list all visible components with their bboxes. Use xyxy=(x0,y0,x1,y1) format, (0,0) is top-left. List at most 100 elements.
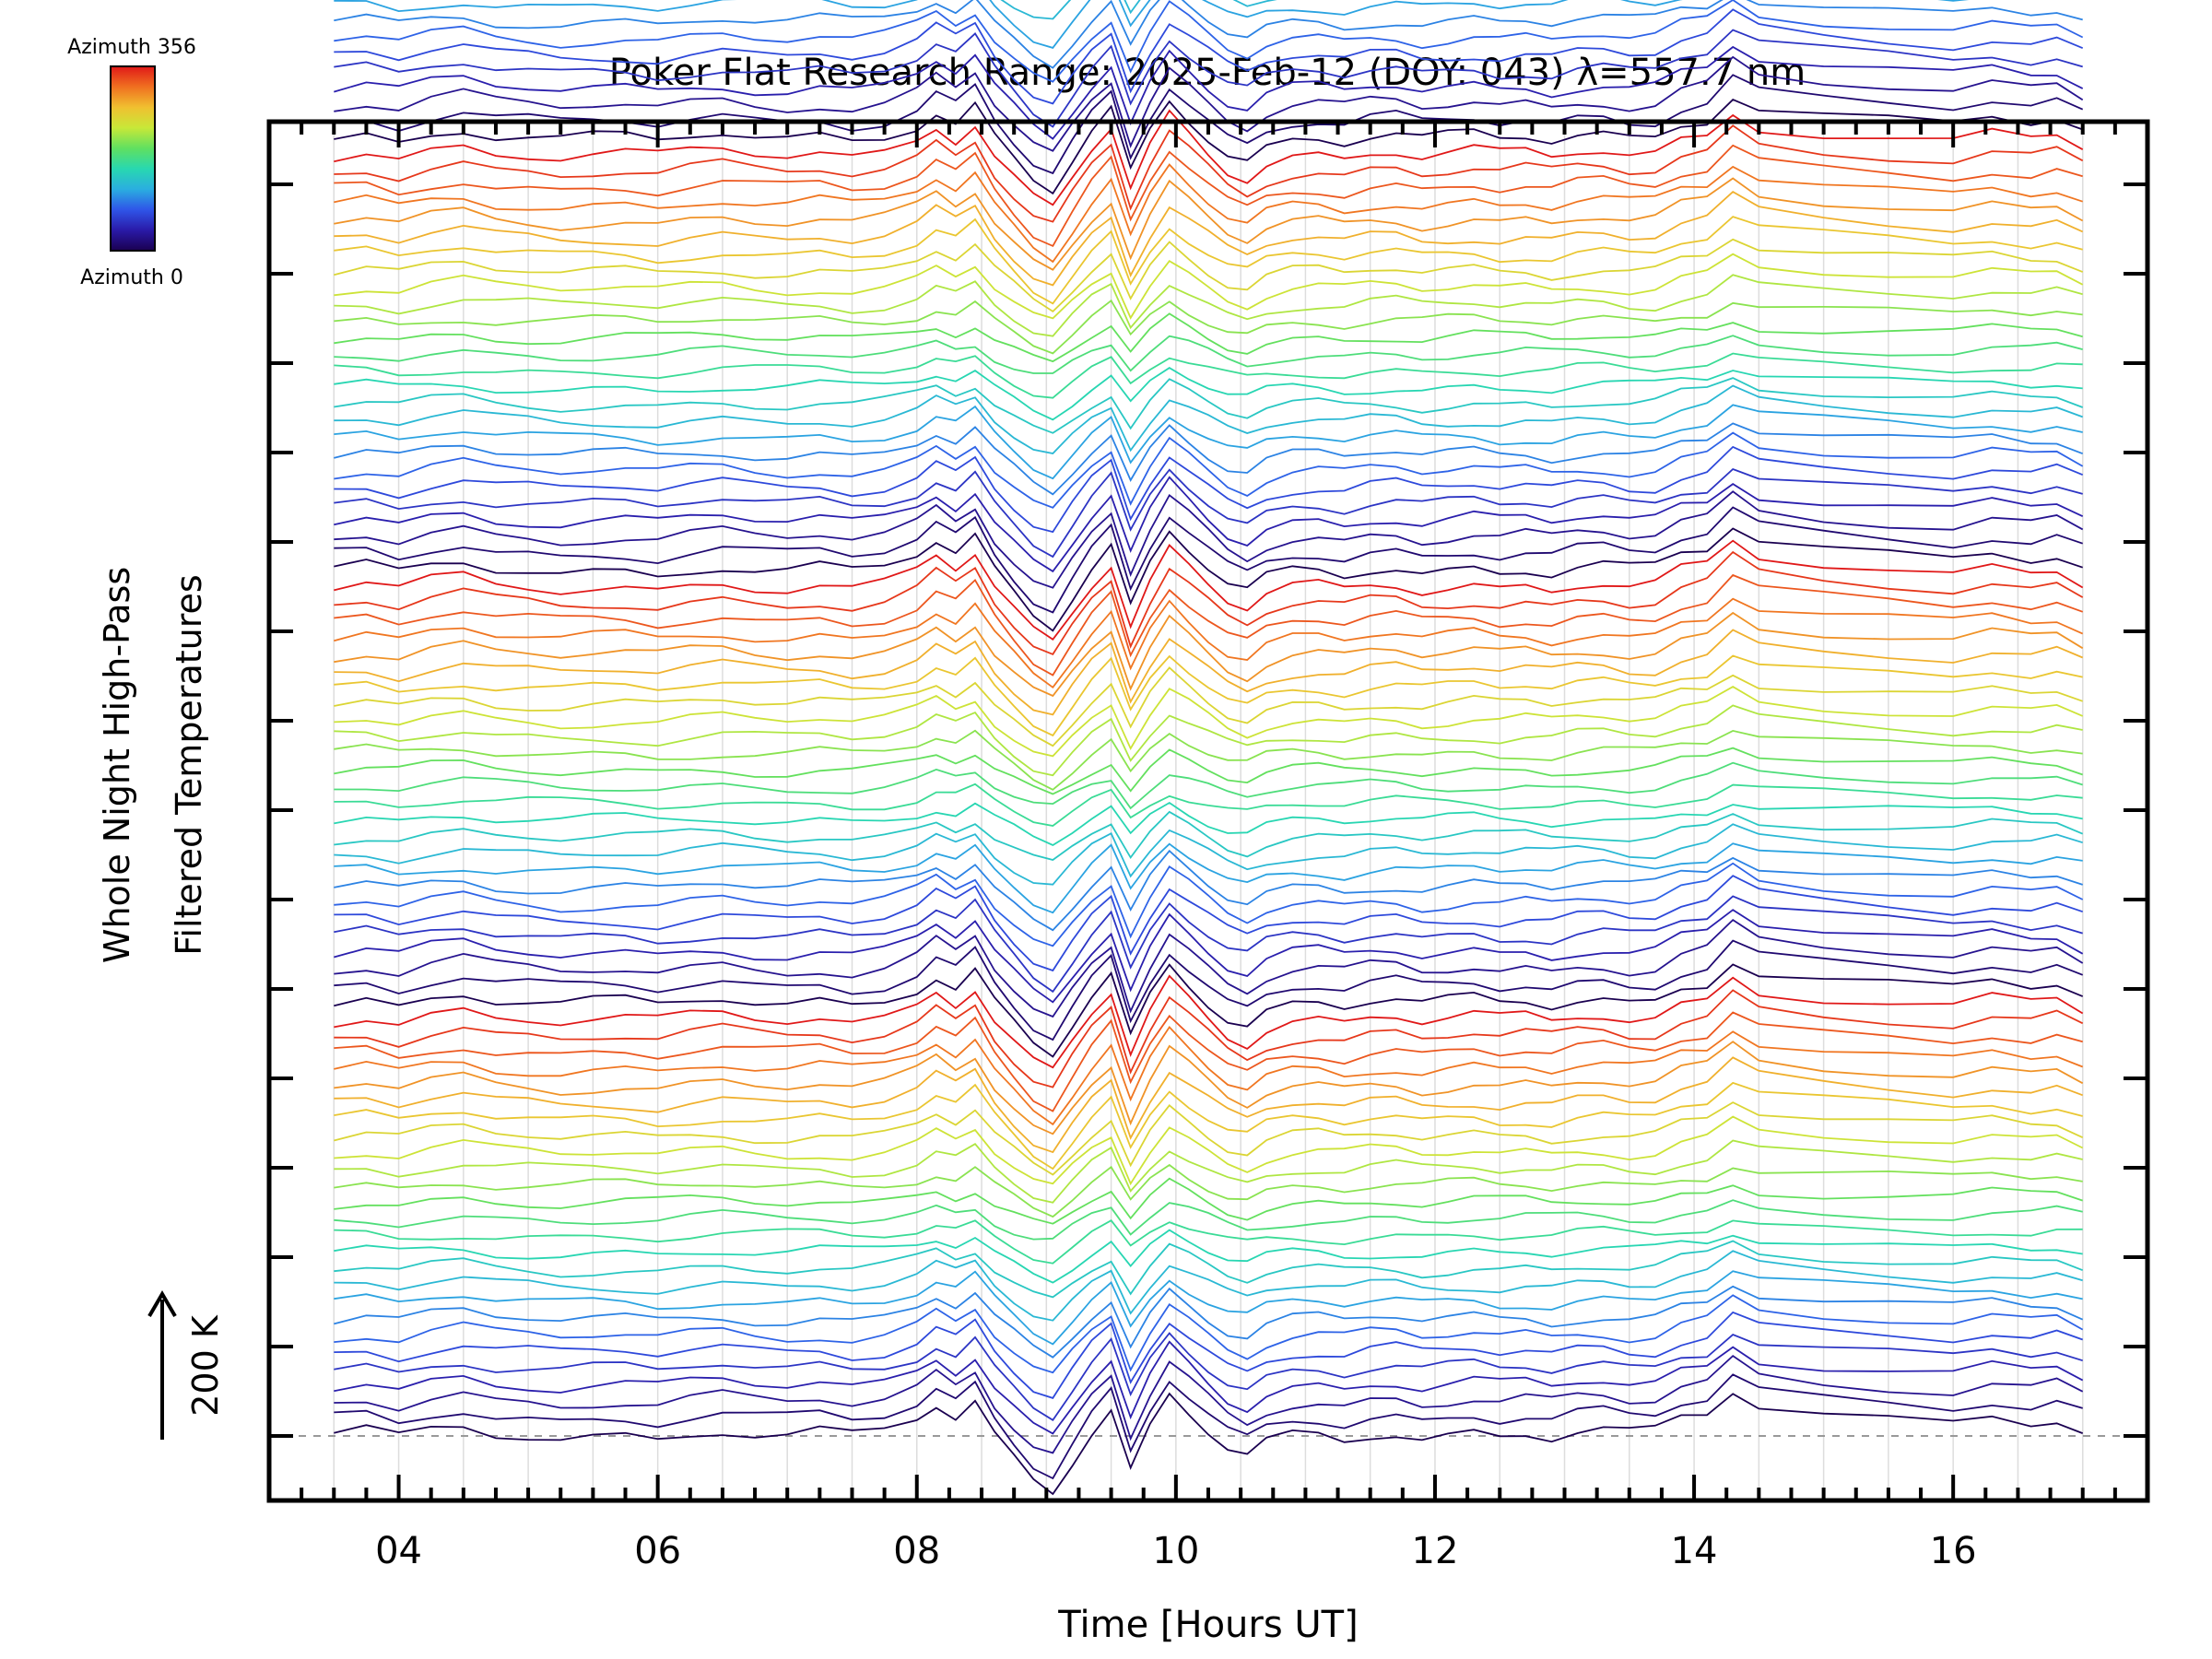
series-line xyxy=(334,190,2084,287)
series-line xyxy=(334,29,2083,128)
series-line xyxy=(334,1392,2084,1496)
series-line xyxy=(334,1332,2083,1422)
series-line xyxy=(334,109,2084,206)
series-line xyxy=(334,1101,2084,1176)
series-line xyxy=(334,74,2084,175)
series-line xyxy=(334,490,2084,589)
series-line xyxy=(334,253,2084,320)
colorbar xyxy=(110,65,156,252)
series-line xyxy=(334,1311,2084,1399)
x-tick-label: 14 xyxy=(1671,1530,1718,1572)
series-line xyxy=(334,666,2083,747)
series-line xyxy=(334,989,2084,1088)
series-line xyxy=(334,216,2083,305)
series-line xyxy=(334,747,2083,795)
series-line xyxy=(334,823,2083,886)
series-line xyxy=(334,1177,2083,1225)
series-line xyxy=(334,476,2084,573)
series-line xyxy=(334,1240,2084,1299)
series-line xyxy=(334,1250,2083,1322)
series-line xyxy=(334,909,2084,1004)
series-line xyxy=(334,842,2083,914)
series-line xyxy=(334,45,2084,140)
series-line xyxy=(334,527,2083,632)
scale-bar-label: 200 K xyxy=(185,1314,226,1417)
series-line xyxy=(334,163,2083,264)
series-line xyxy=(334,467,2083,559)
series-line xyxy=(334,704,2083,777)
series-line xyxy=(334,1011,2083,1112)
series-line xyxy=(334,1219,2083,1265)
x-tick-label: 08 xyxy=(893,1530,940,1572)
plot-frame xyxy=(266,119,2150,1503)
series-line xyxy=(334,629,2084,716)
series-line xyxy=(334,177,2084,271)
series-line xyxy=(334,1199,2083,1241)
series-line xyxy=(334,404,2083,480)
series-line xyxy=(334,611,2084,698)
series-line xyxy=(334,124,2084,223)
series-line xyxy=(334,422,2084,496)
series-line xyxy=(334,445,2084,534)
series-line xyxy=(334,377,2084,434)
series-line xyxy=(334,1294,2084,1374)
x-tick-label: 12 xyxy=(1412,1530,1459,1572)
series-line xyxy=(334,1340,2084,1435)
series-line xyxy=(334,506,2083,614)
series-line xyxy=(334,1115,2084,1186)
series-line xyxy=(334,875,2083,972)
series-line xyxy=(334,0,2084,83)
series-line xyxy=(334,312,2083,363)
series-line xyxy=(334,597,2084,689)
series-line xyxy=(334,939,2084,1041)
series-line xyxy=(334,8,2084,105)
series-line xyxy=(334,1163,2083,1218)
series-line xyxy=(334,238,2084,313)
series-line xyxy=(334,1139,2083,1204)
y-axis-label-line2: Filtered Temperatures xyxy=(169,574,209,955)
series-line xyxy=(334,99,2084,195)
series-line xyxy=(334,144,2083,248)
x-tick-label: 06 xyxy=(634,1530,681,1572)
series-line xyxy=(334,274,2083,337)
x-axis-label: Time [Hours UT] xyxy=(1057,1604,1358,1646)
series-line xyxy=(334,782,2083,827)
series-line xyxy=(334,550,2084,656)
series-line xyxy=(334,299,2083,355)
series-line xyxy=(334,654,2083,737)
series-line xyxy=(334,849,2083,932)
series-line xyxy=(334,1081,2083,1171)
series-line xyxy=(334,895,2083,994)
series-line xyxy=(334,0,1970,49)
series-line xyxy=(334,1285,2084,1359)
series-line xyxy=(334,1025,2084,1126)
series-line xyxy=(334,1373,2083,1480)
series-line xyxy=(334,0,2083,69)
scale-bar: 200 K xyxy=(147,1290,226,1440)
series-line xyxy=(334,335,2083,374)
series-line xyxy=(334,55,2084,152)
x-tick-label: 16 xyxy=(1930,1530,1977,1572)
colorbar-max-label: Azimuth 356 xyxy=(67,36,196,59)
x-tick-label: 10 xyxy=(1152,1530,1199,1572)
series-line xyxy=(334,963,2084,1058)
series-line xyxy=(334,810,2084,861)
series-line xyxy=(334,1229,2083,1284)
series-line xyxy=(334,1270,2083,1346)
series-line xyxy=(334,352,2083,399)
series-line xyxy=(334,539,2084,641)
series-line xyxy=(334,862,2084,947)
series-lines xyxy=(334,0,2084,1496)
series-line xyxy=(334,729,2083,791)
series-line xyxy=(334,384,2084,454)
series-line xyxy=(334,974,2084,1069)
grid xyxy=(333,122,2084,1500)
series-line xyxy=(334,573,2084,677)
series-line xyxy=(334,367,2083,421)
series-line xyxy=(334,801,2083,847)
series-line xyxy=(334,1354,2084,1454)
series-line xyxy=(334,686,2084,758)
series-line xyxy=(334,431,2084,509)
colorbar-min-label: Azimuth 0 xyxy=(80,266,183,289)
